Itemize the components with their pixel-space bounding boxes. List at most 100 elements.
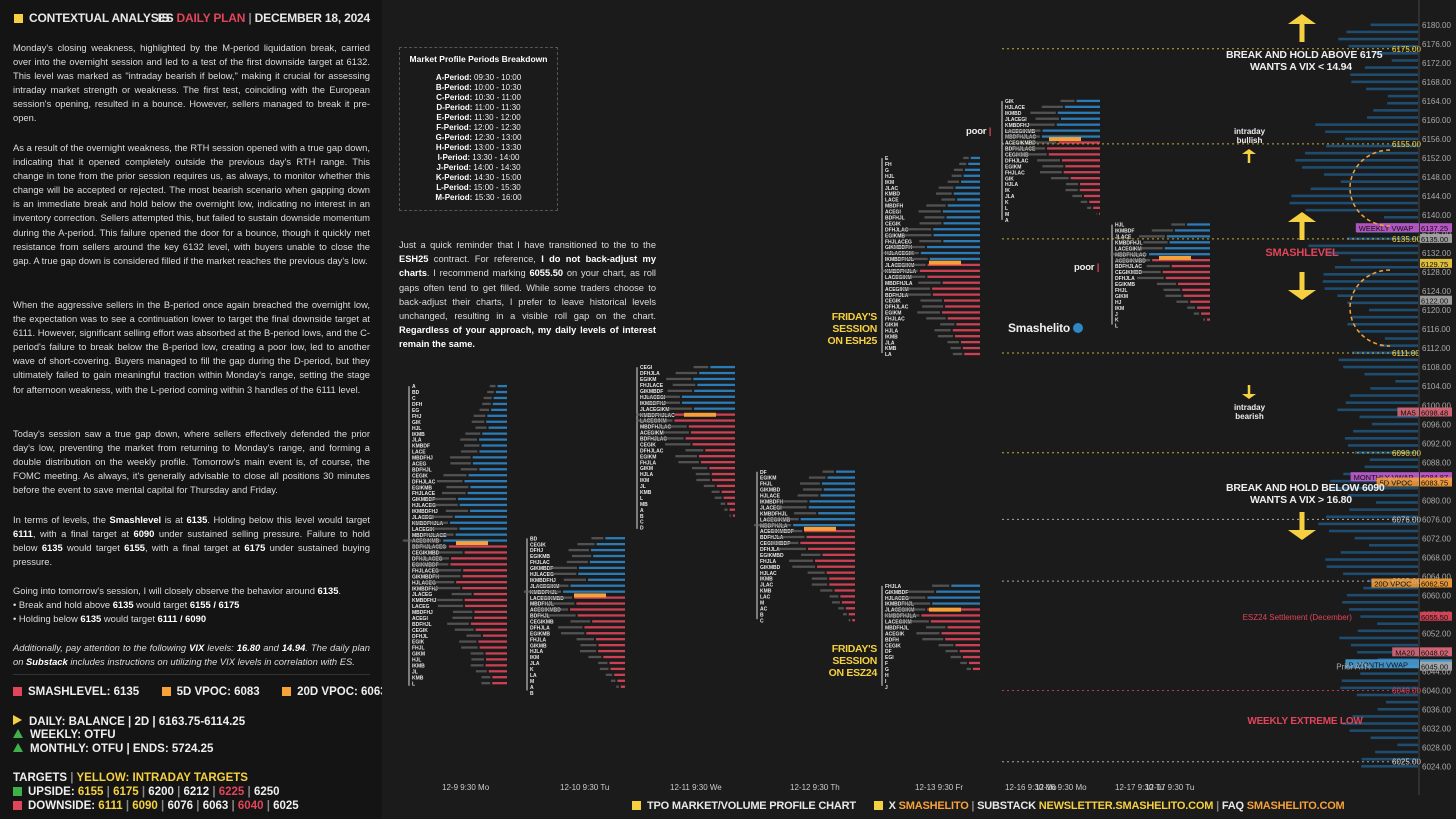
tpo-count-bar [653, 437, 684, 440]
tpo-letters: EGIKMB [530, 554, 550, 560]
session-volume-bar [574, 596, 625, 599]
tpo-letters: KMB [640, 490, 652, 496]
session-volume-bar [563, 590, 625, 593]
tpo-count-bar [535, 584, 569, 587]
volume-profile-bar [1349, 729, 1418, 732]
session-volume-bar [486, 658, 507, 661]
tpo-count-bar [960, 661, 967, 665]
tpo-count-bar [1156, 282, 1177, 286]
volume-profile-bar [1363, 586, 1418, 590]
tpo-letters: M [760, 601, 764, 607]
tpo-count-bar [443, 474, 467, 477]
tpo-count-bar [926, 626, 946, 629]
tpo-count-bar [893, 245, 925, 249]
tpo-letters: KMBDF [412, 444, 430, 450]
volume-profile-bar [1366, 87, 1418, 91]
tpo-count-bar [724, 508, 728, 511]
tpo-letters: GIKM [1115, 294, 1128, 300]
price-tag-text: Prior ATH [1336, 663, 1370, 672]
tpo-count-bar [1132, 270, 1161, 274]
session-volume-bar [486, 420, 507, 423]
tpo-letters: M [1005, 212, 1009, 218]
tpo-count-bar [950, 655, 961, 659]
tpo-letters: HJLAC [760, 571, 777, 577]
price-value-text: 6122.00 [1421, 297, 1448, 306]
tpo-count-bar [714, 496, 722, 499]
session-volume-bar [970, 156, 980, 160]
volume-profile-bar [1377, 707, 1418, 711]
faq-link[interactable]: SMASHELITO.COM [1246, 800, 1345, 812]
price-value-bg [1420, 661, 1452, 671]
tpo-count-bar [541, 596, 573, 599]
tpo-count-bar [523, 590, 562, 593]
tpo-count-bar [437, 551, 463, 554]
substack-link[interactable]: NEWSLETTER.SMASHELITO.COM [1038, 800, 1214, 812]
volume-profile-bar [1373, 109, 1418, 112]
session-volume-bar [929, 257, 980, 261]
tpo-letters: JLACEGI [760, 505, 782, 511]
price-value-bg [1420, 407, 1452, 417]
volume-profile-bar [1354, 451, 1418, 454]
tpo-count-bar [672, 383, 696, 387]
tpo-count-bar [820, 589, 833, 592]
session-volume-bar [960, 340, 980, 344]
session-volume-bar [932, 293, 980, 296]
session-volume-bar [827, 476, 855, 479]
x-link[interactable]: SMASHELITO [898, 800, 969, 812]
session-volume-bar [1080, 182, 1100, 186]
tpo-letters: HJL [1115, 223, 1124, 229]
friday-esz24-label: FRIDAY'S SESSION ON ESZ24 [828, 643, 878, 679]
tpo-letters: BDFH [885, 637, 899, 643]
y-tick-label: 6156.00 [1422, 135, 1451, 144]
poor-high-label: poor | [966, 126, 992, 137]
tpo-letters: JL [640, 484, 646, 490]
tpo-letters: HJL [412, 658, 421, 664]
session-volume-bar [479, 450, 507, 453]
y-tick-label: 6080.00 [1422, 496, 1451, 505]
session-volume-bar [947, 204, 980, 207]
session-volume-bar [1201, 312, 1210, 315]
period-item: K-Period: 14:30 - 15:00 [435, 173, 522, 182]
y-tick-label: 6088.00 [1422, 458, 1451, 467]
session-volume-bar [693, 407, 735, 410]
tpo-letters: BDFHJLA [885, 293, 909, 299]
tpo-letters: A [640, 508, 644, 514]
intraday-bearish-label: intraday bearish [1233, 403, 1266, 421]
tpo-letters: EG [412, 408, 419, 414]
tpo-letters: EGIKMB [530, 631, 550, 637]
session-volume-bar [463, 569, 507, 572]
volume-profile-bar [1387, 101, 1418, 105]
session-volume-bar [1057, 111, 1100, 114]
tpo-letters: HJLA [640, 472, 653, 478]
tpo-letters: IKM [885, 180, 894, 186]
session-volume-bar [1060, 117, 1100, 120]
tpo-count-bar [471, 420, 485, 423]
period-item: I-Period: 13:30 - 14:00 [437, 153, 520, 162]
tpo-count-bar [945, 649, 958, 653]
price-value-bg [1420, 477, 1452, 487]
session-volume-bar [1083, 194, 1100, 198]
y-tick-label: 6128.00 [1422, 268, 1451, 277]
volume-profile-bar [1357, 650, 1418, 654]
tpo-letters: IKMB [760, 577, 773, 583]
panel-title: CONTEXTUAL ANALYSIS [29, 11, 170, 25]
volume-profile-bar [1339, 636, 1418, 640]
tpo-letters: E [885, 156, 889, 162]
tpo-letters: B [760, 612, 764, 618]
tpo-letters: DFHJLA [1115, 276, 1135, 282]
session-volume-bar [721, 490, 735, 494]
volume-profile-bar [1346, 593, 1418, 597]
tpo-letters: DFHJLA [640, 371, 660, 377]
tpo-count-bar [563, 578, 587, 581]
tpo-count-bar [1037, 159, 1060, 162]
session-volume-bar [927, 275, 980, 278]
tpo-count-bar [789, 559, 814, 562]
price-value-bg [1420, 611, 1452, 621]
session-volume-bar [942, 311, 980, 314]
session-volume-bar [472, 462, 507, 465]
level-label: 6025.00 [1392, 758, 1421, 767]
session-volume-bar [945, 305, 980, 308]
volume-profile-bar [1391, 59, 1418, 62]
tpo-count-bar [1015, 153, 1047, 156]
tpo-count-bar [1146, 264, 1170, 268]
